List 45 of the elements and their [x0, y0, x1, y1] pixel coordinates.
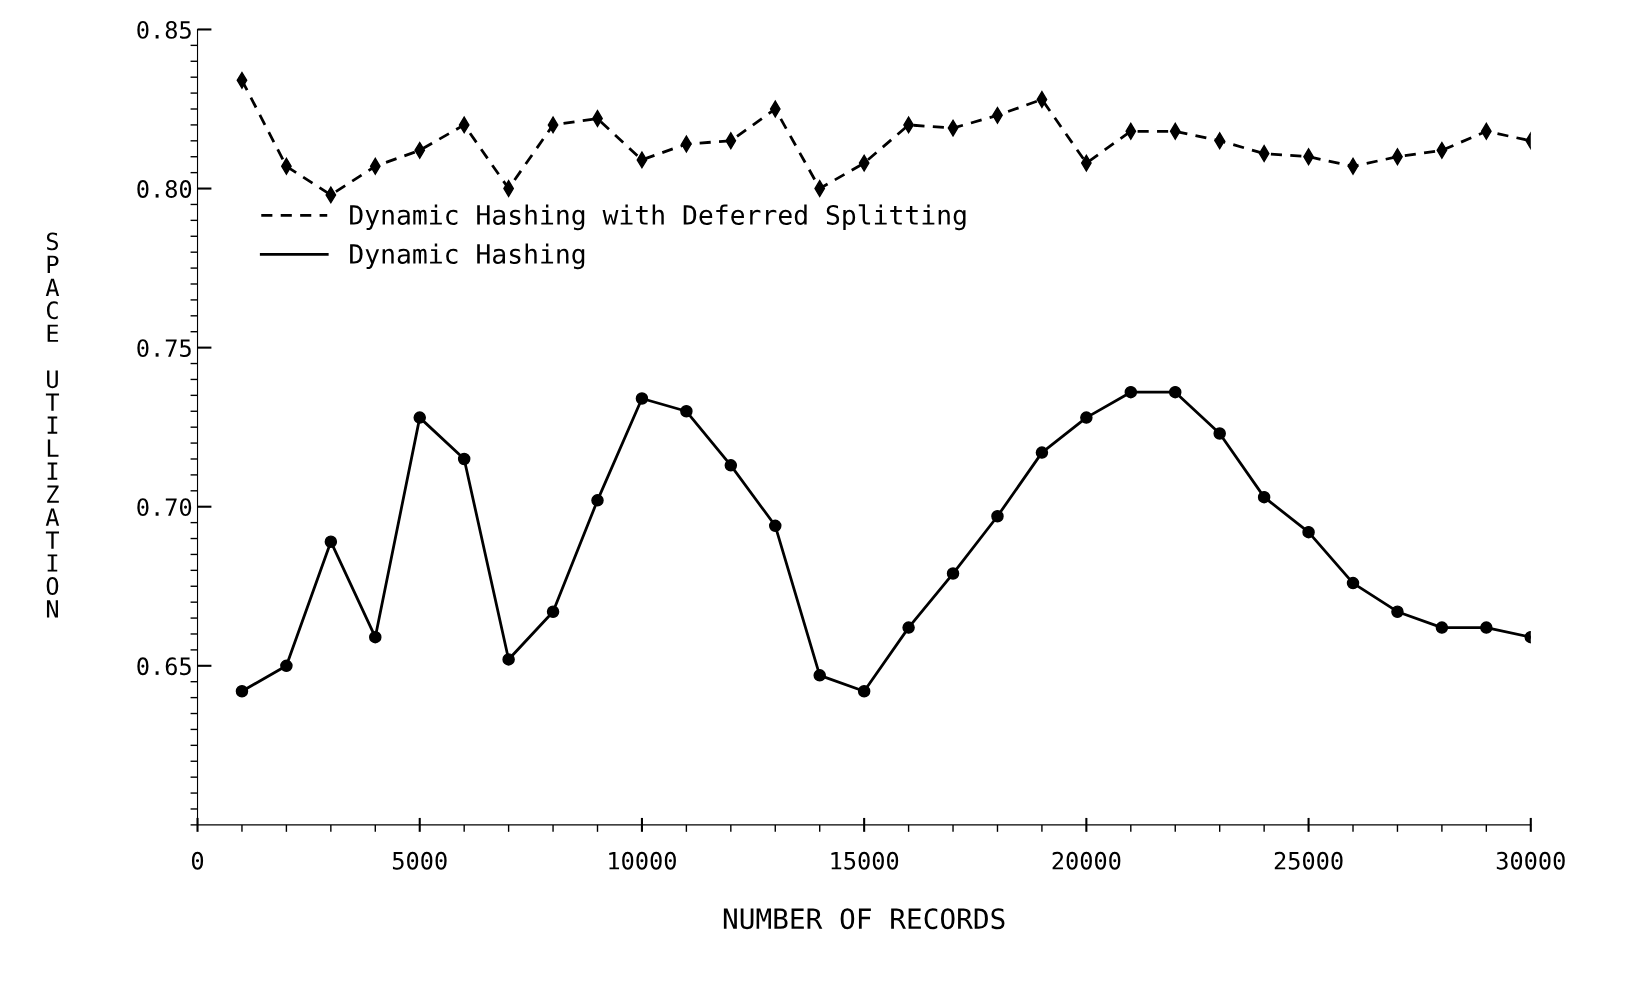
point — [991, 510, 1004, 523]
point — [1302, 525, 1315, 539]
text: SPACE UTILIZATION — [45, 232, 60, 618]
point — [635, 392, 649, 405]
point — [724, 459, 738, 472]
point — [769, 519, 782, 533]
x-tick-label: 20000 — [1052, 851, 1121, 870]
point — [680, 405, 693, 418]
point — [946, 567, 960, 580]
point — [413, 411, 426, 424]
point — [1346, 576, 1360, 590]
point — [1257, 490, 1271, 504]
point — [1480, 621, 1493, 634]
y-tick-label: 0.75 — [137, 339, 191, 357]
x-tick-label: 10000 — [609, 851, 676, 870]
x-tick-label: 0 — [191, 851, 204, 870]
y-tick-label: 0.65 — [137, 657, 191, 676]
x-axis-title: NUMBER OF RECORDS — [723, 908, 1005, 930]
point — [857, 684, 871, 698]
y-tick-label: 0.80 — [137, 180, 192, 198]
point — [1168, 385, 1182, 399]
point — [1435, 621, 1449, 634]
point — [324, 535, 338, 548]
point — [546, 605, 560, 618]
x-tick-label: 5000 — [392, 851, 447, 870]
point — [1213, 427, 1226, 440]
point — [1035, 446, 1049, 459]
point — [902, 621, 915, 634]
legend-label: Dynamic Hashing — [350, 243, 585, 270]
point — [457, 452, 471, 466]
y-tick-label: 0.85 — [137, 20, 191, 39]
x-tick-label: 30000 — [1496, 851, 1565, 870]
point — [235, 684, 249, 698]
point — [813, 669, 826, 682]
legend-label: Dynamic Hashing with Deferred Splitting — [350, 204, 966, 231]
x-tick-label: 15000 — [831, 851, 899, 870]
point — [502, 653, 515, 666]
point — [369, 630, 382, 644]
point — [1080, 411, 1093, 424]
x-tick-label: 25000 — [1274, 851, 1343, 870]
y-tick-label: 0.70 — [137, 498, 192, 517]
point — [591, 494, 604, 507]
point — [1124, 385, 1138, 399]
point — [280, 659, 293, 673]
point — [1391, 605, 1404, 618]
